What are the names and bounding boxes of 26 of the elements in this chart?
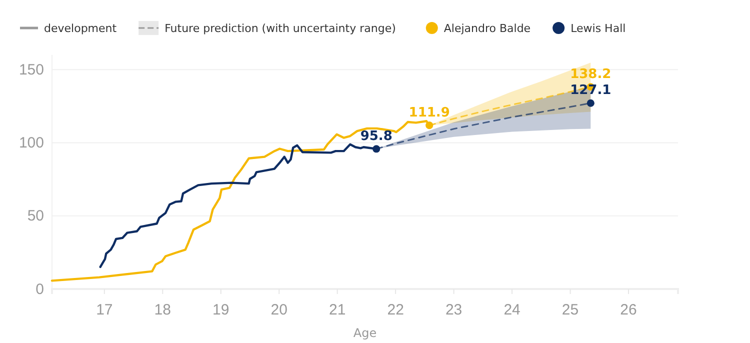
data-label: 127.1	[570, 83, 612, 98]
legend-label: Lewis Hall	[570, 22, 626, 35]
point	[586, 99, 594, 107]
y-tick-label: 0	[36, 280, 44, 298]
x-tick-label: 21	[328, 302, 346, 319]
point	[426, 122, 434, 130]
data-label: 138.2	[570, 66, 612, 82]
x-axis-title: Age	[353, 326, 377, 340]
x-tick-label: 19	[212, 302, 230, 319]
x-tick-label: 20	[270, 302, 288, 319]
point	[372, 145, 380, 153]
x-tick-label: 18	[154, 302, 171, 319]
x-tick-label: 24	[504, 302, 520, 319]
data-label: 95.8	[360, 128, 392, 144]
legend-label: Alejandro Balde	[444, 22, 531, 35]
y-tick-label: 150	[18, 61, 44, 78]
text: Future prediction (with uncertainty range)	[164, 22, 396, 35]
x-tick-label: 23	[445, 302, 462, 319]
text: development	[44, 22, 118, 35]
x-tick-label: 26	[620, 302, 637, 319]
y-tick-label: 50	[27, 208, 44, 225]
x-tick-label: 22	[387, 302, 404, 319]
y-tick-label: 100	[18, 134, 44, 152]
x-tick-label: 25	[562, 302, 579, 319]
data-label: 111.9	[408, 105, 450, 120]
x-tick-label: 17	[96, 302, 113, 319]
